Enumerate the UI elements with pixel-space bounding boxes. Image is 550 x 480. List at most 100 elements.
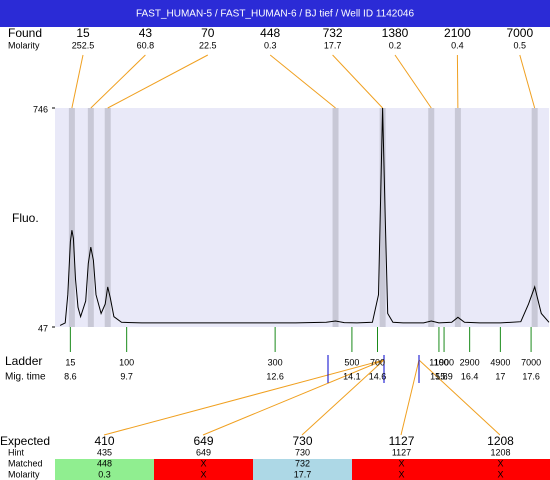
matched-value: X [398, 458, 404, 468]
peak-band [332, 108, 339, 327]
row-label: Molarity [8, 469, 40, 479]
hint-value: 649 [196, 447, 211, 457]
molarity-value: X [497, 469, 503, 479]
row-label: Hint [8, 447, 25, 457]
connector [103, 359, 385, 436]
found-size: 732 [323, 26, 343, 40]
expected-value: 1208 [487, 434, 514, 448]
molarity-value: 17.7 [294, 469, 312, 479]
molarity-value: X [200, 469, 206, 479]
peak-band [428, 108, 435, 327]
ladder-time: 17 [495, 371, 505, 381]
found-size: 1380 [382, 26, 409, 40]
hint-value: 730 [295, 447, 310, 457]
ladder-time: 14.6 [369, 371, 387, 381]
title-bar [0, 0, 550, 27]
ladder-time: 15.8 [430, 371, 448, 381]
ladder-size: 1900 [434, 357, 454, 367]
found-connector [394, 54, 432, 109]
hint-value: 1208 [490, 447, 510, 457]
expected-value: 1127 [389, 434, 415, 448]
molarity-value: 0.3 [98, 469, 111, 479]
expected-value: 649 [193, 434, 213, 448]
ladder-markers [327, 355, 420, 383]
row-label: Matched [8, 458, 43, 468]
ladder-size: 1100 [429, 357, 448, 367]
found-molarity: 0.4 [451, 40, 464, 50]
hint-value: 1127 [392, 447, 411, 457]
peak-band [87, 108, 94, 327]
peak-band [454, 108, 461, 327]
y-axis-label: Fluo. [12, 211, 39, 225]
y-tick-label: 47 [38, 323, 48, 333]
ladder-size: 500 [344, 357, 359, 367]
ladder-label: Ladder [5, 354, 42, 368]
found-connector [107, 54, 209, 109]
mig-time-label: Mig. time [5, 372, 46, 383]
found-connector [519, 54, 536, 109]
connector [202, 359, 385, 436]
connector [400, 359, 420, 436]
found-size: 15 [76, 26, 90, 40]
peak-band [531, 108, 538, 327]
found-size: 70 [201, 26, 215, 40]
ladder-size: 7000 [521, 357, 541, 367]
match-cell [352, 459, 451, 480]
found-connector [90, 54, 146, 109]
found-molarity: 60.8 [137, 40, 155, 50]
ladder-size: 4900 [490, 357, 510, 367]
ladder-time: 9.7 [120, 371, 133, 381]
found-molarity: 0.2 [389, 40, 402, 50]
ladder-time: 16.4 [461, 371, 479, 381]
connector [301, 359, 385, 436]
y-tick-label: 746 [33, 104, 48, 114]
found-molarity: 17.7 [324, 40, 342, 50]
hint-value: 435 [97, 447, 112, 457]
molarity-label: Molarity [8, 40, 40, 50]
expected-value: 730 [292, 434, 312, 448]
ladder-time: 8.6 [64, 371, 77, 381]
found-molarity: 22.5 [199, 40, 217, 50]
match-cell [451, 459, 550, 480]
plot-area [55, 108, 549, 327]
found-size: 448 [260, 26, 280, 40]
ladder-size: 700 [370, 357, 385, 367]
match-cell [253, 459, 352, 480]
ladder-size: 100 [119, 357, 134, 367]
found-size: 7000 [506, 26, 533, 40]
found-molarity: 252.5 [72, 40, 95, 50]
matched-value: 732 [295, 458, 310, 468]
expected-value: 410 [94, 434, 114, 448]
matched-value: X [200, 458, 206, 468]
found-connector [332, 54, 383, 109]
peak-band [104, 108, 111, 327]
connector [418, 359, 501, 436]
found-size: 2100 [444, 26, 471, 40]
ladder-size: 300 [268, 357, 283, 367]
peak-band [379, 108, 386, 327]
matched-value: X [497, 458, 503, 468]
found-molarity: 0.3 [264, 40, 277, 50]
match-cell [154, 459, 253, 480]
ladder-time: 12.6 [266, 371, 284, 381]
peak-band [68, 108, 75, 327]
row-label: Expected [0, 434, 50, 448]
ladder-size: 15 [65, 357, 75, 367]
matched-value: 448 [97, 458, 112, 468]
ladder-time: 14.1 [343, 371, 361, 381]
ladder-time: 17.6 [522, 371, 540, 381]
found-molarity: 0.5 [514, 40, 527, 50]
found-connector [71, 54, 84, 109]
match-cell [55, 459, 154, 480]
ladder-time: 15.9 [435, 371, 453, 381]
chart-title: FAST_HUMAN-5 / FAST_HUMAN-6 / BJ tief / … [136, 9, 414, 20]
found-label: Found [8, 26, 42, 40]
found-connector [269, 54, 336, 109]
found-size: 43 [139, 26, 153, 40]
molarity-value: X [398, 469, 404, 479]
ladder-size: 2900 [460, 357, 480, 367]
trace [59, 107, 550, 326]
expected-connectors [103, 359, 501, 436]
